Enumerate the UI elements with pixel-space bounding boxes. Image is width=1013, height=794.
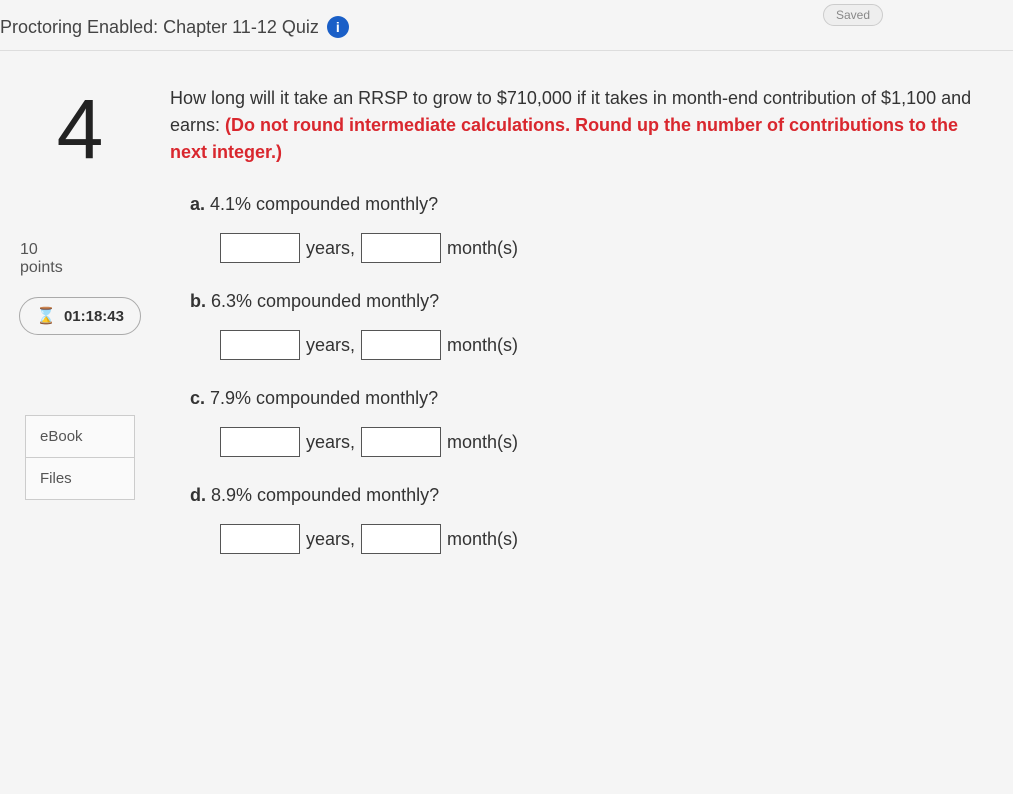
question-number: 4	[57, 87, 104, 171]
part-d-answer-row: years, month(s)	[190, 524, 983, 554]
ebook-link[interactable]: eBook	[25, 415, 135, 457]
points-value: 10	[20, 241, 160, 259]
hourglass-icon: ⌛	[36, 306, 56, 326]
part-b-years-input[interactable]	[220, 330, 300, 360]
question-sidebar: 4 10 points ⌛ 01:18:43 eBook Files	[0, 75, 160, 582]
part-d-text: 8.9% compounded monthly?	[211, 485, 439, 505]
part-c-answer-row: years, month(s)	[190, 427, 983, 457]
months-label: month(s)	[447, 335, 518, 356]
years-label: years,	[306, 529, 355, 550]
part-b-label: b. 6.3% compounded monthly?	[190, 291, 983, 312]
part-d-months-input[interactable]	[361, 524, 441, 554]
part-a-answer-row: years, month(s)	[190, 233, 983, 263]
points-block: 10 points	[0, 241, 160, 277]
months-label: month(s)	[447, 432, 518, 453]
quiz-title: Proctoring Enabled: Chapter 11-12 Quiz	[0, 17, 319, 38]
part-d: d. 8.9% compounded monthly? years, month…	[170, 485, 983, 554]
part-a-letter: a.	[190, 194, 205, 214]
part-b-letter: b.	[190, 291, 206, 311]
question-warning: (Do not round intermediate calculations.…	[170, 115, 958, 162]
timer-pill: ⌛ 01:18:43	[19, 297, 141, 335]
question-body: How long will it take an RRSP to grow to…	[160, 75, 1013, 582]
part-d-letter: d.	[190, 485, 206, 505]
part-a-text: 4.1% compounded monthly?	[210, 194, 438, 214]
part-c: c. 7.9% compounded monthly? years, month…	[170, 388, 983, 457]
part-a-months-input[interactable]	[361, 233, 441, 263]
part-b-months-input[interactable]	[361, 330, 441, 360]
part-c-years-input[interactable]	[220, 427, 300, 457]
part-c-text: 7.9% compounded monthly?	[210, 388, 438, 408]
resource-links: eBook Files	[25, 415, 135, 500]
months-label: month(s)	[447, 529, 518, 550]
years-label: years,	[306, 432, 355, 453]
part-b: b. 6.3% compounded monthly? years, month…	[170, 291, 983, 360]
part-a-years-input[interactable]	[220, 233, 300, 263]
timer-value: 01:18:43	[64, 308, 124, 325]
question-text: How long will it take an RRSP to grow to…	[170, 85, 983, 166]
years-label: years,	[306, 238, 355, 259]
months-label: month(s)	[447, 238, 518, 259]
part-b-text: 6.3% compounded monthly?	[211, 291, 439, 311]
info-icon[interactable]: i	[327, 16, 349, 38]
points-label: points	[20, 259, 160, 277]
files-link[interactable]: Files	[25, 457, 135, 500]
part-c-letter: c.	[190, 388, 205, 408]
part-a-label: a. 4.1% compounded monthly?	[190, 194, 983, 215]
part-d-label: d. 8.9% compounded monthly?	[190, 485, 983, 506]
part-b-answer-row: years, month(s)	[190, 330, 983, 360]
years-label: years,	[306, 335, 355, 356]
part-c-months-input[interactable]	[361, 427, 441, 457]
part-a: a. 4.1% compounded monthly? years, month…	[170, 194, 983, 263]
part-c-label: c. 7.9% compounded monthly?	[190, 388, 983, 409]
part-d-years-input[interactable]	[220, 524, 300, 554]
saved-status: Saved	[823, 4, 883, 26]
